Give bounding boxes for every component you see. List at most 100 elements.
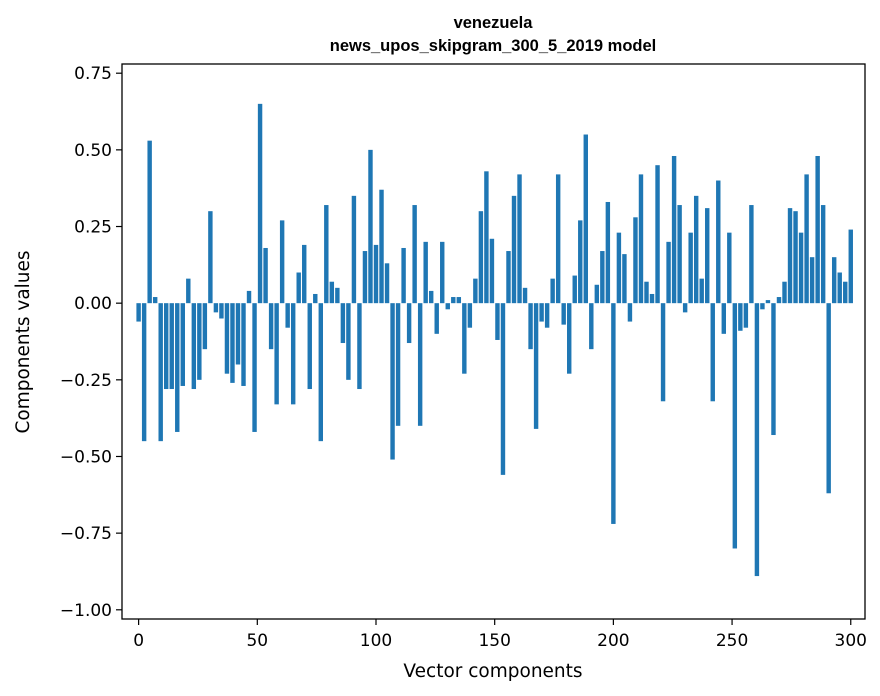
bar <box>754 303 760 577</box>
chart-title-line2: news_upos_skipgram_300_5_2019 model <box>330 37 657 55</box>
bar <box>296 272 301 304</box>
bar <box>533 303 539 429</box>
bar <box>815 155 820 304</box>
y-axis-ticks: 0.75 0.50 0.25 0.00 −0.25 −0.50 −0.75 −1.00 <box>60 64 122 621</box>
bar <box>826 303 831 494</box>
y-axis-label: Components values <box>13 250 34 433</box>
bar <box>699 278 704 304</box>
bar <box>318 303 323 442</box>
bar <box>346 303 351 380</box>
bar <box>561 303 566 325</box>
bar <box>440 241 445 304</box>
chart-title-line1: venezuela <box>454 14 534 32</box>
bar <box>197 303 202 380</box>
bar <box>335 287 340 304</box>
bar <box>848 229 853 304</box>
bar <box>180 303 185 386</box>
bar <box>765 300 771 304</box>
bar <box>804 174 809 304</box>
bar <box>600 251 605 304</box>
bar <box>666 241 671 304</box>
bar <box>506 251 511 304</box>
y-tick-label: 0.00 <box>74 294 112 314</box>
bar <box>622 254 627 304</box>
bar <box>793 211 798 304</box>
bar <box>771 303 776 436</box>
bar <box>578 220 583 304</box>
bar <box>782 281 787 304</box>
bar <box>716 180 721 304</box>
y-tick-label: −0.75 <box>60 524 112 544</box>
bar <box>274 303 279 405</box>
bar <box>611 303 616 524</box>
bar <box>644 281 649 304</box>
bar <box>434 303 439 334</box>
bar <box>406 303 412 344</box>
bar <box>136 303 141 322</box>
bar <box>705 208 710 304</box>
bar <box>787 208 793 304</box>
x-tick-label: 200 <box>597 631 629 651</box>
bar <box>290 303 296 405</box>
bar <box>682 303 688 313</box>
bar <box>473 278 478 304</box>
bar <box>721 303 726 334</box>
bar <box>517 174 522 304</box>
x-tick-label: 300 <box>835 631 867 651</box>
y-tick-label: 0.75 <box>74 64 112 84</box>
bar <box>324 205 329 304</box>
bar <box>484 171 489 304</box>
bar <box>279 220 285 304</box>
bar <box>677 205 682 304</box>
bar <box>379 189 384 304</box>
y-tick-label: −0.25 <box>60 371 112 391</box>
bar <box>467 303 473 328</box>
y-tick-label: 0.50 <box>74 141 112 161</box>
bar <box>313 293 318 304</box>
x-tick-label: 150 <box>478 631 510 651</box>
y-tick-label: −0.50 <box>60 447 112 467</box>
bar <box>528 303 533 350</box>
bar <box>428 290 434 304</box>
bar <box>395 303 401 426</box>
bar <box>219 303 224 319</box>
bar <box>649 293 655 304</box>
bar <box>583 134 588 304</box>
bar <box>307 303 312 390</box>
bar <box>445 303 450 310</box>
bar <box>511 195 517 304</box>
x-tick-label: 0 <box>133 631 144 651</box>
bar <box>351 195 357 304</box>
bar <box>693 195 699 304</box>
bar-series <box>136 103 853 577</box>
bar <box>555 174 561 304</box>
x-axis-label: Vector components <box>403 661 582 682</box>
bar <box>412 205 417 304</box>
bar <box>567 303 572 374</box>
bar <box>633 217 638 304</box>
bar <box>627 303 633 322</box>
y-tick-label: 0.25 <box>74 218 112 238</box>
bar <box>589 303 594 350</box>
bar <box>202 303 208 350</box>
bar <box>456 297 462 304</box>
bar <box>688 232 693 304</box>
bar <box>760 303 765 310</box>
bar <box>268 303 274 350</box>
bar <box>660 303 666 402</box>
bar <box>362 251 368 304</box>
bar <box>340 303 346 344</box>
bar <box>423 241 428 304</box>
bar <box>368 149 373 304</box>
bar <box>500 303 506 475</box>
bar <box>263 247 268 304</box>
bar <box>147 140 152 304</box>
bar <box>384 263 390 304</box>
bar <box>373 244 379 304</box>
x-tick-label: 250 <box>716 631 748 651</box>
bar <box>738 303 743 331</box>
bar <box>478 211 484 304</box>
bar <box>605 201 611 304</box>
bar <box>152 297 158 304</box>
